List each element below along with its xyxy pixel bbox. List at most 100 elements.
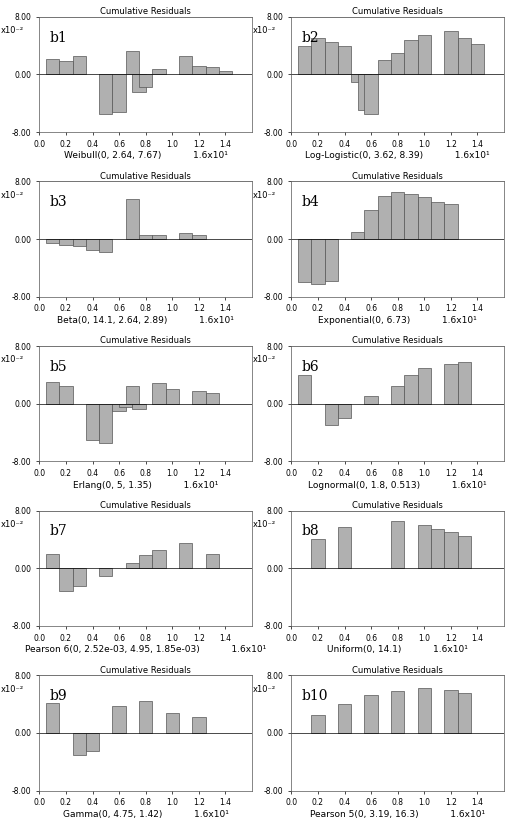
Bar (179, 233, 192, 239)
Title: Cumulative Residuals: Cumulative Residuals (352, 336, 443, 345)
X-axis label: Pearson 5(0, 3.19, 16.3)           1.6x10¹: Pearson 5(0, 3.19, 16.3) 1.6x10¹ (310, 810, 485, 819)
Bar (417, 35, 431, 74)
Title: Cumulative Residuals: Cumulative Residuals (352, 501, 443, 510)
X-axis label: Gamma(0, 4.75, 1.42)           1.6x10¹: Gamma(0, 4.75, 1.42) 1.6x10¹ (63, 810, 228, 819)
Bar (391, 521, 404, 568)
Bar (139, 700, 152, 733)
Bar (192, 235, 205, 239)
Bar (364, 210, 378, 239)
Bar (444, 690, 457, 733)
Bar (192, 391, 205, 404)
Bar (417, 525, 431, 568)
Bar (378, 196, 391, 239)
Bar (166, 713, 179, 733)
Text: x10⁻²: x10⁻² (253, 520, 276, 529)
Bar (457, 693, 471, 733)
Text: b4: b4 (302, 195, 320, 209)
Bar (166, 389, 179, 404)
Bar (338, 704, 351, 733)
Bar (298, 45, 311, 74)
Bar (417, 368, 431, 404)
Text: b8: b8 (302, 525, 320, 539)
Bar (152, 383, 166, 404)
Text: b6: b6 (302, 360, 320, 374)
Title: Cumulative Residuals: Cumulative Residuals (352, 172, 443, 181)
X-axis label: Pearson 6(0, 2.52e-03, 4.95, 1.85e-03)           1.6x10¹: Pearson 6(0, 2.52e-03, 4.95, 1.85e-03) 1… (25, 645, 266, 654)
Bar (404, 40, 417, 74)
Text: x10⁻²: x10⁻² (253, 355, 276, 364)
Bar (311, 715, 324, 733)
Bar (46, 554, 59, 568)
Bar (351, 232, 364, 239)
Bar (391, 53, 404, 74)
Bar (444, 31, 457, 74)
Title: Cumulative Residuals: Cumulative Residuals (352, 666, 443, 675)
Title: Cumulative Residuals: Cumulative Residuals (352, 7, 443, 16)
Bar (139, 74, 152, 88)
Bar (59, 61, 73, 74)
Text: b7: b7 (50, 525, 68, 539)
Bar (59, 568, 73, 591)
X-axis label: Log-Logistic(0, 3.62, 8.39)           1.6x10¹: Log-Logistic(0, 3.62, 8.39) 1.6x10¹ (306, 151, 490, 160)
X-axis label: Beta(0, 14.1, 2.64, 2.89)           1.6x10¹: Beta(0, 14.1, 2.64, 2.89) 1.6x10¹ (57, 316, 234, 325)
Text: b5: b5 (50, 360, 67, 374)
Bar (46, 59, 59, 74)
Bar (86, 404, 99, 439)
Bar (205, 554, 219, 568)
Bar (404, 375, 417, 404)
Bar (364, 74, 378, 114)
Title: Cumulative Residuals: Cumulative Residuals (100, 172, 191, 181)
Bar (139, 555, 152, 568)
Bar (457, 38, 471, 74)
Bar (73, 56, 86, 74)
Bar (444, 532, 457, 568)
Text: b10: b10 (302, 689, 329, 703)
Title: Cumulative Residuals: Cumulative Residuals (100, 666, 191, 675)
Bar (431, 529, 444, 568)
Bar (59, 386, 73, 404)
Bar (192, 66, 205, 74)
Title: Cumulative Residuals: Cumulative Residuals (100, 7, 191, 16)
Bar (86, 733, 99, 751)
Bar (99, 74, 112, 114)
Bar (126, 51, 139, 74)
Bar (112, 404, 126, 411)
Bar (298, 375, 311, 404)
Text: x10⁻²: x10⁻² (253, 26, 276, 35)
Bar (152, 69, 166, 74)
Title: Cumulative Residuals: Cumulative Residuals (100, 501, 191, 510)
Bar (311, 38, 324, 74)
Bar (152, 235, 166, 239)
Bar (391, 691, 404, 733)
Title: Cumulative Residuals: Cumulative Residuals (100, 336, 191, 345)
Bar (132, 74, 146, 93)
Bar (73, 733, 86, 755)
Bar (139, 235, 152, 239)
Bar (471, 44, 484, 74)
Bar (417, 688, 431, 733)
X-axis label: Uniform(0, 14.1)           1.6x10¹: Uniform(0, 14.1) 1.6x10¹ (327, 645, 468, 654)
Bar (179, 56, 192, 74)
Bar (119, 404, 132, 407)
Text: b3: b3 (50, 195, 67, 209)
Bar (404, 194, 417, 239)
Text: x10⁻²: x10⁻² (1, 355, 24, 364)
Bar (298, 239, 311, 282)
X-axis label: Weibull(0, 2.64, 7.67)           1.6x10¹: Weibull(0, 2.64, 7.67) 1.6x10¹ (64, 151, 227, 160)
Bar (46, 239, 59, 243)
Bar (179, 543, 192, 568)
Bar (351, 74, 364, 82)
Bar (132, 404, 146, 410)
Bar (126, 563, 139, 568)
Bar (112, 74, 126, 112)
Bar (358, 74, 371, 111)
Bar (205, 67, 219, 74)
Bar (457, 362, 471, 404)
Text: x10⁻²: x10⁻² (1, 26, 24, 35)
Bar (364, 396, 378, 404)
Bar (152, 550, 166, 568)
Text: x10⁻²: x10⁻² (253, 685, 276, 694)
Bar (311, 539, 324, 568)
Text: b9: b9 (50, 689, 67, 703)
Bar (444, 204, 457, 239)
